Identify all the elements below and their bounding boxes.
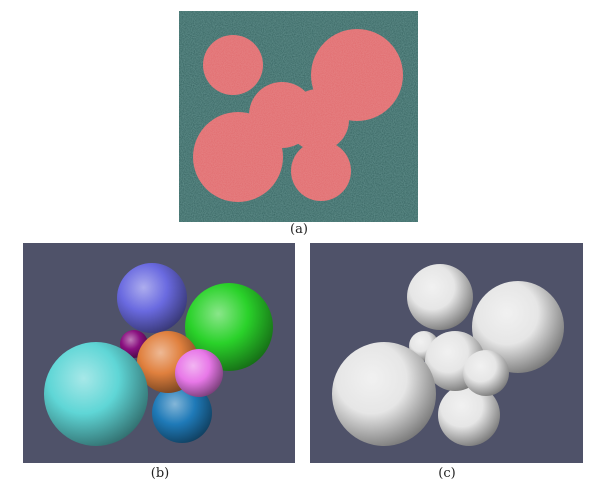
caption-a: (a)	[290, 222, 308, 237]
c-sphere-white	[407, 264, 473, 330]
b-sphere-magenta	[175, 349, 223, 397]
disk-6	[291, 141, 351, 201]
c-sphere-white	[463, 350, 509, 396]
disk-5	[193, 112, 283, 202]
b-sphere-cyan	[44, 342, 148, 446]
b-sphere-blue	[117, 263, 187, 333]
panel-b-colored-spheres	[23, 243, 295, 463]
b-sphere-green	[185, 283, 273, 371]
caption-c: (c)	[438, 466, 456, 481]
c-sphere-white	[332, 342, 436, 446]
disk-4	[287, 89, 349, 151]
disk-1	[203, 35, 263, 95]
panel-a-image	[179, 11, 418, 222]
caption-b: (b)	[150, 466, 170, 481]
c-sphere-white	[438, 384, 500, 446]
panel-c-white-spheres	[310, 243, 583, 463]
b-sphere-deep-blue	[152, 383, 212, 443]
c-sphere-white	[472, 281, 564, 373]
